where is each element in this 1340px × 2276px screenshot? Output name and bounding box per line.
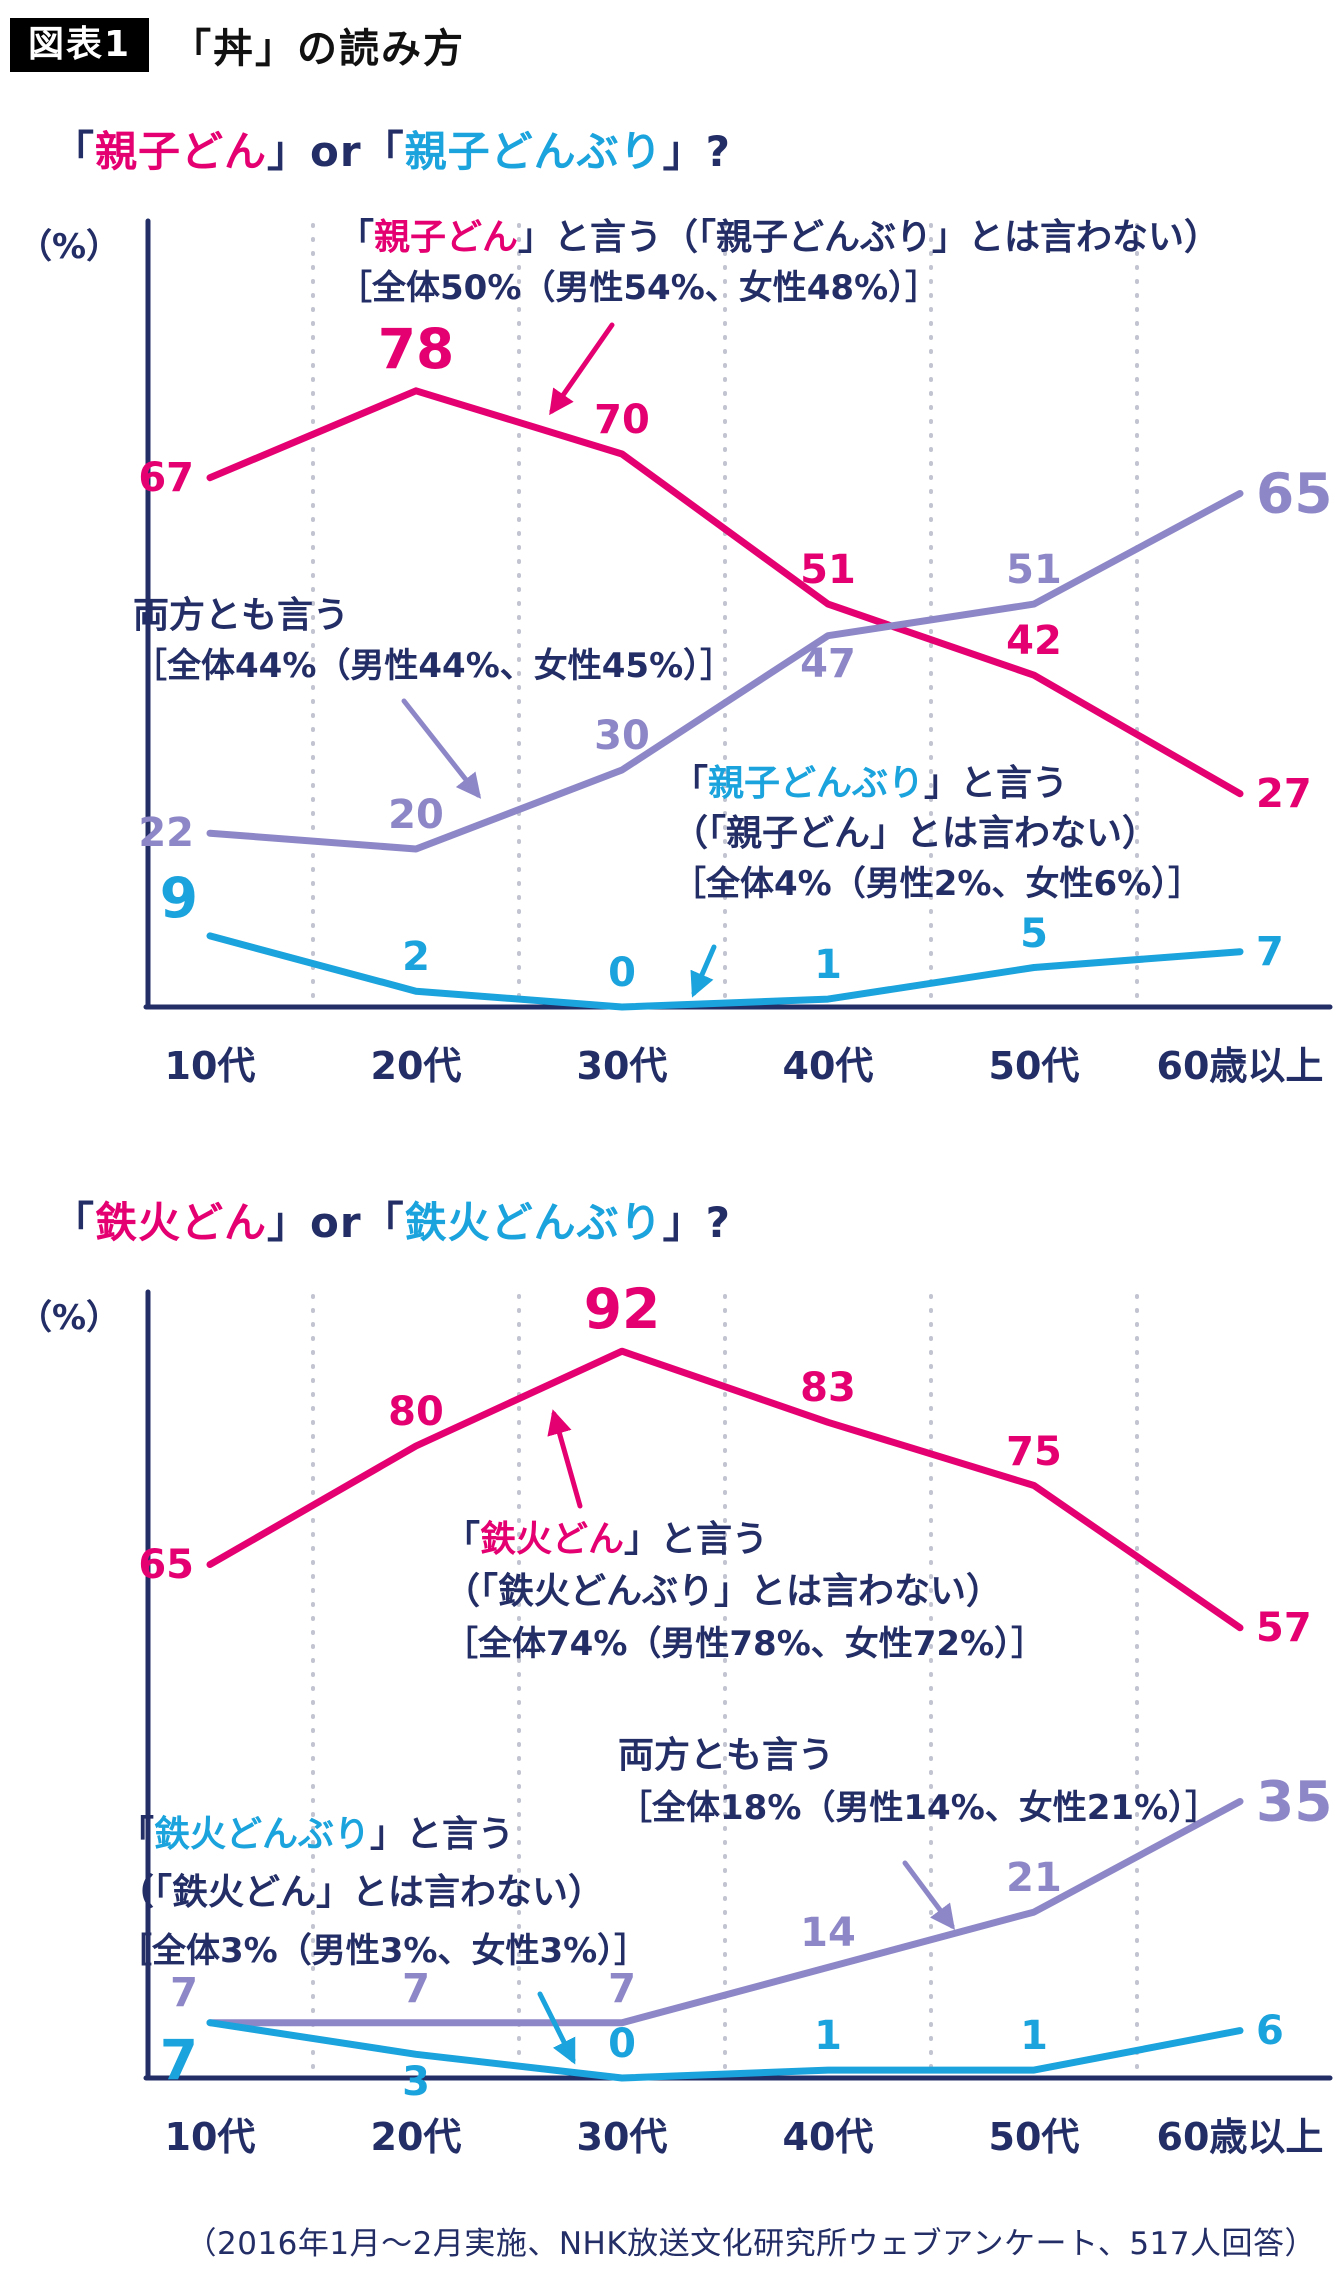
chart-section-tekkadon: 「鉄火どん」or「鉄火どんぶり」? （%） 65 80 92 83 75 57 7 7 7 14 2… xyxy=(0,1189,1340,2164)
subtitle-segment-navy: 「 xyxy=(52,1198,96,1247)
subtitle-segment-navy: 」or「 xyxy=(267,127,405,176)
y-axis-unit-label: （%） xyxy=(18,1298,121,1338)
header: 図表1 「丼」の読み方 xyxy=(0,0,1340,74)
chart-section-oyakodon: 「親子どん」or「親子どんぶり」? （%） 67 78 70 51 42 27 22 20 30… xyxy=(0,118,1340,1093)
footer: （2016年1月～2月実施、NHK放送文化研究所ウェブアンケート、517人回答） xyxy=(0,2218,1340,2263)
series-line-purple xyxy=(206,1798,1244,2027)
annotation-arrow-blue xyxy=(537,1991,576,2065)
series-line-pink xyxy=(206,387,1244,798)
chart-subtitle-tekkadon: 「鉄火どん」or「鉄火どんぶり」? xyxy=(52,1189,1340,1250)
series-line-purple xyxy=(206,490,1244,853)
annotation-arrow-blue xyxy=(690,944,717,998)
figure-number-badge: 図表1 xyxy=(10,18,150,72)
subtitle-segment-navy: 」? xyxy=(662,1198,731,1247)
line-chart-tekkadon: （%） 65 80 92 83 75 57 7 7 7 14 21 35 7 3 0 1 1 6 「鉄火どん」と言… xyxy=(0,1278,1340,2164)
annotation-arrow-purple xyxy=(401,698,482,799)
annotation-arrow-purple xyxy=(902,1860,955,1931)
plot-canvas xyxy=(143,218,1333,1011)
subtitle-segment-navy: 」or「 xyxy=(267,1198,405,1247)
source-caption: （2016年1月～2月実施、NHK放送文化研究所ウェブアンケート、517人回答） xyxy=(185,2226,1316,2262)
subtitle-segment-blue: 親子どんぶり xyxy=(404,127,663,176)
series-line-blue xyxy=(206,2019,1244,2082)
subtitle-segment-navy: 「 xyxy=(52,127,96,176)
series-line-blue xyxy=(206,932,1244,1011)
page-title: 「丼」の読み方 xyxy=(171,26,466,72)
y-axis-unit-label: （%） xyxy=(18,227,121,267)
chart-subtitle-oyakodon: 「親子どん」or「親子どんぶり」? xyxy=(52,118,1340,179)
subtitle-segment-pink: 鉄火どん xyxy=(95,1198,268,1247)
annotation-arrow-pink xyxy=(547,1409,583,1509)
line-chart-oyakodon: （%） 67 78 70 51 42 27 22 20 30 47 51 65 9 2 0 1 5 7 「親子どん… xyxy=(0,207,1340,1093)
subtitle-segment-navy: 」? xyxy=(662,127,731,176)
series-line-pink xyxy=(206,1347,1244,1632)
subtitle-segment-blue: 鉄火どんぶり xyxy=(404,1198,663,1247)
subtitle-segment-pink: 親子どん xyxy=(95,127,268,176)
plot-canvas xyxy=(143,1289,1333,2082)
annotation-arrow-pink xyxy=(549,322,615,416)
